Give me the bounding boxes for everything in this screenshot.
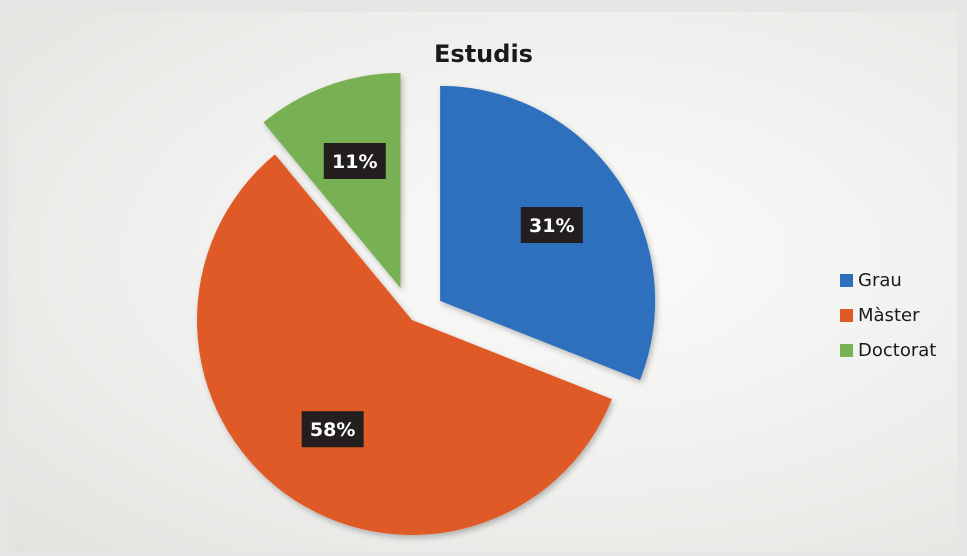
legend-swatch-doctorat bbox=[840, 344, 853, 357]
legend: Grau Màster Doctorat bbox=[840, 263, 936, 368]
chart-title: Estudis bbox=[434, 40, 533, 68]
data-label-box bbox=[301, 411, 364, 448]
legend-swatch-grau bbox=[840, 274, 853, 287]
legend-label-doctorat: Doctorat bbox=[858, 340, 937, 361]
data-label-text: 31% bbox=[529, 215, 574, 237]
legend-item-master: Màster bbox=[840, 298, 936, 333]
data-label-text: 11% bbox=[332, 151, 377, 173]
data-label-doctorat: 11% bbox=[323, 142, 386, 179]
pie-slice-master bbox=[196, 154, 612, 536]
data-label-master: 58% bbox=[301, 411, 364, 448]
legend-label-master: Màster bbox=[858, 305, 920, 326]
legend-label-grau: Grau bbox=[858, 270, 902, 291]
data-label-box bbox=[520, 207, 583, 244]
legend-swatch-master bbox=[840, 309, 853, 322]
legend-item-grau: Grau bbox=[840, 263, 936, 298]
pie-slice-doctorat bbox=[263, 73, 401, 289]
data-label-grau: 31% bbox=[520, 207, 583, 244]
data-label-box bbox=[323, 142, 386, 179]
legend-item-doctorat: Doctorat bbox=[840, 333, 936, 368]
data-label-text: 58% bbox=[310, 419, 355, 441]
